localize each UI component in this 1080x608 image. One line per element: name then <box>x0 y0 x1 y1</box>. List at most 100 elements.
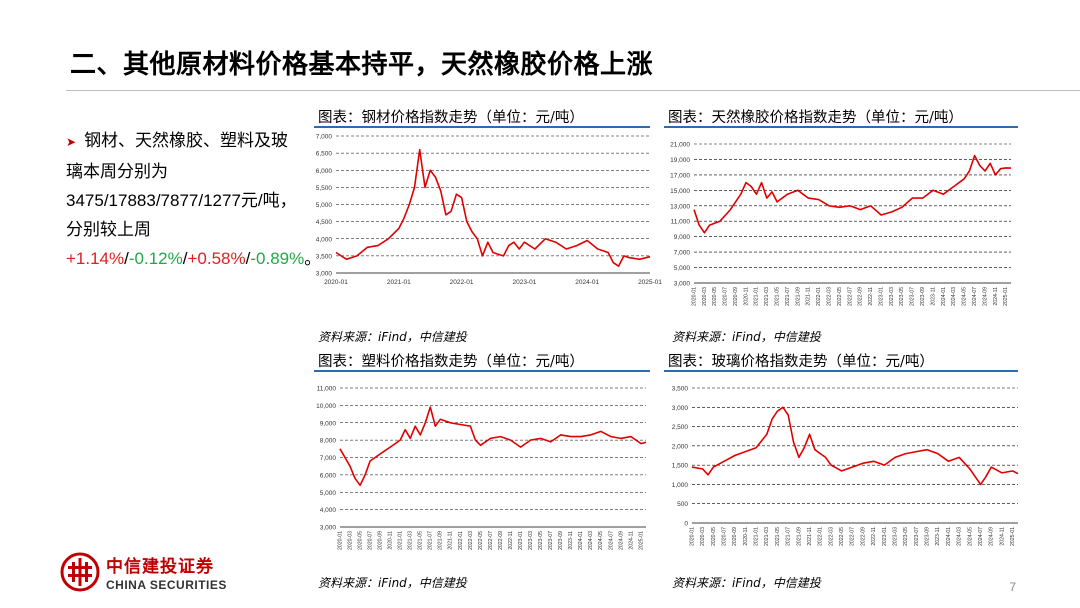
sep-3: / <box>245 249 251 268</box>
x-tick-label: 2020-09 <box>378 531 384 550</box>
x-tick-label: 2021-05 <box>775 287 781 306</box>
title-divider <box>66 90 1080 91</box>
x-tick-label: 2021-09 <box>796 527 802 546</box>
steel-change: +1.14% <box>66 249 125 268</box>
x-tick-label: 2024-05 <box>967 527 973 546</box>
x-tick-label: 2024-11 <box>628 531 634 550</box>
brand-name-en: CHINA SECURITIES <box>106 578 227 592</box>
x-tick-label: 2020-09 <box>733 287 739 306</box>
x-tick-label: 2024-09 <box>982 287 988 306</box>
x-tick-label: 2023-03 <box>528 531 534 550</box>
brand-name-cn: 中信建投证券 <box>106 557 214 577</box>
y-tick-label: 4,500 <box>316 219 333 226</box>
x-tick-label: 2024-03 <box>588 531 594 550</box>
x-tick-label: 2022-01 <box>818 527 824 546</box>
x-tick-label: 2021-11 <box>448 531 454 550</box>
x-tick-label: 2022-07 <box>488 531 494 550</box>
y-tick-label: 2,000 <box>672 443 689 450</box>
x-tick-label: 2025-01 <box>638 531 644 550</box>
y-tick-label: 3,500 <box>672 386 689 393</box>
page-number: 7 <box>1009 580 1016 594</box>
y-tick-label: 7,000 <box>674 250 691 257</box>
x-tick-label: 2022-07 <box>847 287 853 306</box>
x-tick-label: 2020-11 <box>388 531 394 550</box>
plastic-price-chart: 3,000 4,000 5,000 6,000 7,000 8,000 9,000 10,00… <box>316 386 647 550</box>
price-line <box>339 406 647 487</box>
x-tick-label: 2021-07 <box>786 527 792 546</box>
y-tick-label: 5,000 <box>674 265 691 272</box>
x-tick-label: 2020-05 <box>357 531 363 550</box>
x-tick-label: 2023-07 <box>914 527 920 546</box>
x-tick-label: 2023-09 <box>920 287 926 306</box>
x-tick-label: 2021-07 <box>785 287 791 306</box>
y-tick-label: 2,500 <box>672 424 689 431</box>
x-tick-label: 2022-11 <box>508 531 514 550</box>
y-tick-label: 6,500 <box>316 151 333 158</box>
x-tick-label: 2022-11 <box>868 287 874 306</box>
x-tick-label: 2024-03 <box>951 287 957 306</box>
x-tick-label: 2021-05 <box>418 531 424 550</box>
x-tick-label: 2020-05 <box>712 287 718 306</box>
rubber-source: 资料来源：iFind，中信建投 <box>672 330 821 344</box>
x-tick-label: 2020-03 <box>347 531 353 550</box>
x-tick-label: 2021-05 <box>775 527 781 546</box>
x-tick-label: 2020-11 <box>743 287 749 306</box>
x-tick-label: 2022-01 <box>816 287 822 306</box>
x-tick-label: 2022-09 <box>858 287 864 306</box>
x-tick-label: 2023-11 <box>935 527 941 546</box>
price-line <box>335 148 651 267</box>
plastic-chart-title: 图表：塑料价格指数走势（单位：元/吨） <box>318 354 584 370</box>
y-tick-label: 9,000 <box>320 420 337 427</box>
x-tick-label: 2023-05 <box>903 527 909 546</box>
x-tick-label: 2020-05 <box>711 527 717 546</box>
y-tick-label: 7,000 <box>320 455 337 462</box>
x-tick-label: 2020-07 <box>721 527 727 546</box>
x-tick-label: 2022-03 <box>468 531 474 550</box>
price-line <box>691 406 1019 486</box>
x-tick-label: 2022-11 <box>871 527 877 546</box>
steel-source: 资料来源：iFind，中信建投 <box>318 330 467 344</box>
x-tick-label: 2021-01 <box>387 279 411 286</box>
x-tick-label: 2022-03 <box>826 287 832 306</box>
x-tick-label: 2025-01 <box>1010 527 1016 546</box>
y-tick-label: 21,000 <box>670 142 690 149</box>
y-tick-label: 15,000 <box>670 188 690 195</box>
x-tick-label: 2021-09 <box>438 531 444 550</box>
x-tick-label: 2024-01 <box>941 287 947 306</box>
x-tick-label: 2020-01 <box>689 527 695 546</box>
x-tick-label: 2020-03 <box>700 527 706 546</box>
bullet-arrow-icon: ➤ <box>66 135 77 149</box>
y-tick-label: 6,000 <box>320 472 337 479</box>
summary-text: 钢材、天然橡胶、塑料及玻璃本周分别为3475/17883/7877/1277元/… <box>66 131 297 239</box>
y-tick-label: 1,000 <box>672 482 689 489</box>
x-tick-label: 2023-01 <box>882 527 888 546</box>
y-tick-label: 11,000 <box>317 386 337 393</box>
glass-chart-title: 图表：玻璃价格指数走势（单位：元/吨） <box>668 354 934 370</box>
x-tick-label: 2020-07 <box>723 287 729 306</box>
x-tick-label: 2025-01 <box>638 279 662 286</box>
glass-title-rule <box>664 370 1018 372</box>
y-tick-label: 7,000 <box>316 134 333 141</box>
x-tick-label: 2023-03 <box>889 287 895 306</box>
x-tick-label: 2023-07 <box>548 531 554 550</box>
y-tick-label: 11,000 <box>671 219 691 226</box>
x-tick-label: 2022-05 <box>839 527 845 546</box>
x-tick-label: 2020-09 <box>732 527 738 546</box>
x-tick-label: 2023-03 <box>892 527 898 546</box>
y-tick-label: 6,000 <box>316 168 333 175</box>
y-tick-label: 5,000 <box>320 490 337 497</box>
plastic-title-rule <box>314 370 650 372</box>
steel-title-rule <box>314 126 650 128</box>
y-tick-label: 0 <box>684 521 688 528</box>
x-tick-label: 2023-09 <box>558 531 564 550</box>
y-tick-label: 17,000 <box>670 172 690 179</box>
x-tick-label: 2025-01 <box>1003 287 1009 306</box>
x-tick-label: 2023-11 <box>930 287 936 306</box>
y-tick-label: 3,000 <box>672 405 689 412</box>
x-tick-label: 2024-07 <box>608 531 614 550</box>
y-tick-label: 500 <box>677 501 688 508</box>
y-tick-label: 4,000 <box>316 236 333 243</box>
x-tick-label: 2020-01 <box>337 531 343 550</box>
x-tick-label: 2021-07 <box>428 531 434 550</box>
x-tick-label: 2023-07 <box>910 287 916 306</box>
